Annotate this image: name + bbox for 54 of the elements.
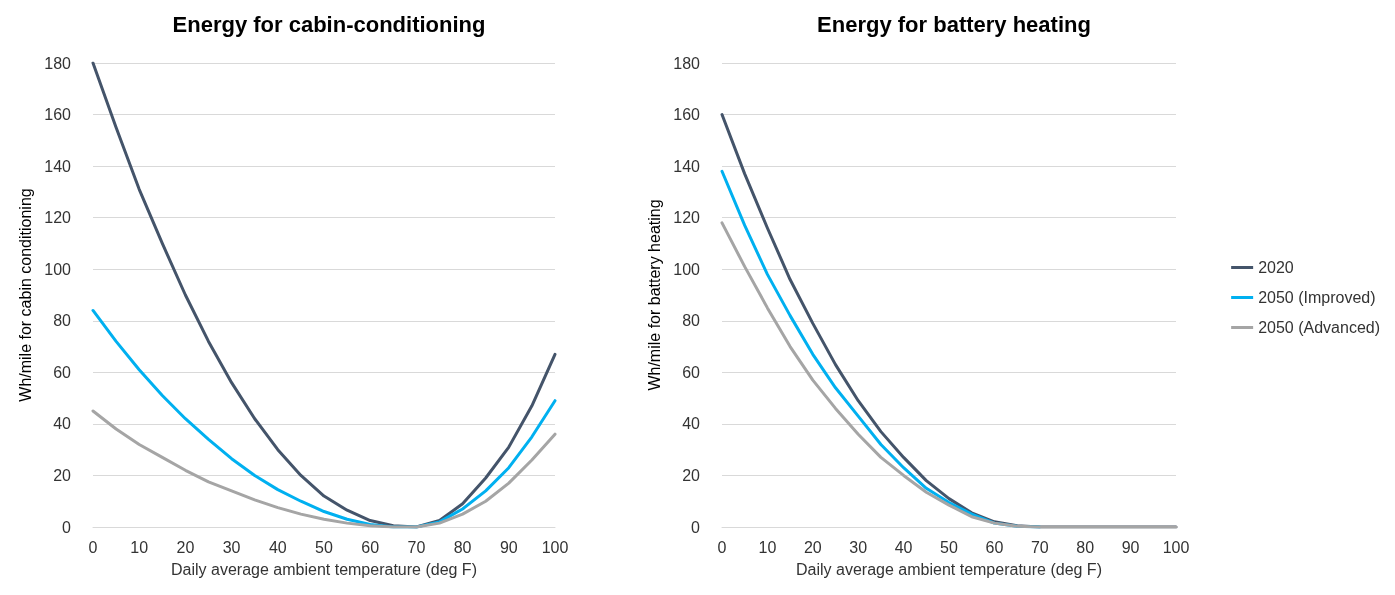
line-series: [720, 221, 1178, 529]
y-tick-label: 0: [62, 518, 72, 536]
y-tick-label: 180: [44, 54, 72, 72]
y-tick-label: 80: [682, 312, 701, 330]
y-axis-title: Wh/mile for cabin conditioning: [16, 188, 34, 402]
x-tick-label: 70: [1030, 538, 1049, 556]
x-axis-title: Daily average ambient temperature (deg F): [171, 560, 477, 578]
chart-title: Energy for cabin-conditioning: [172, 11, 486, 37]
x-tick-label: 30: [222, 538, 241, 556]
y-tick-label: 40: [682, 415, 701, 433]
x-tick-label: 50: [315, 538, 333, 556]
y-axis-title: Wh/mile for battery heating: [645, 199, 663, 391]
x-tick-label: 80: [1076, 538, 1095, 556]
y-tick-label: 20: [682, 466, 701, 484]
y-tick-label: 140: [44, 157, 72, 175]
y-tick-label: 20: [53, 466, 72, 484]
x-tick-label: 0: [88, 538, 98, 556]
x-axis-title: Daily average ambient temperature (deg F): [796, 560, 1102, 578]
y-tick-label: 100: [44, 260, 72, 278]
x-tick-label: 70: [407, 538, 426, 556]
y-tick-label: 120: [673, 209, 701, 227]
y-tick-label: 140: [673, 157, 701, 175]
x-tick-label: 20: [803, 538, 822, 556]
chart-title: Energy for battery heating: [817, 11, 1091, 37]
legend-label: 2050 (Advanced): [1258, 319, 1380, 336]
y-tick-label: 60: [682, 363, 701, 381]
line-series: [91, 61, 557, 529]
x-tick-label: 60: [361, 538, 380, 556]
x-tick-label: 10: [758, 538, 777, 556]
y-tick-label: 60: [53, 363, 72, 381]
y-tick-label: 40: [53, 415, 72, 433]
x-tick-label: 50: [940, 538, 958, 556]
x-tick-label: 30: [849, 538, 868, 556]
line-series: [91, 409, 557, 529]
x-tick-label: 90: [499, 538, 518, 556]
x-tick-label: 60: [985, 538, 1004, 556]
legend-label: 2020: [1258, 259, 1294, 276]
legend-label: 2050 (Improved): [1258, 289, 1376, 306]
y-tick-label: 80: [53, 312, 72, 330]
y-tick-label: 160: [673, 106, 701, 124]
x-tick-label: 40: [268, 538, 287, 556]
x-tick-label: 100: [541, 538, 569, 556]
x-tick-label: 10: [130, 538, 149, 556]
x-tick-label: 80: [453, 538, 472, 556]
x-tick-label: 90: [1121, 538, 1140, 556]
y-tick-label: 160: [44, 106, 72, 124]
y-tick-label: 100: [673, 260, 701, 278]
x-tick-label: 0: [717, 538, 727, 556]
y-tick-label: 180: [673, 54, 701, 72]
y-tick-label: 0: [691, 518, 701, 536]
x-tick-label: 40: [894, 538, 913, 556]
y-tick-label: 120: [44, 209, 72, 227]
x-tick-label: 100: [1162, 538, 1190, 556]
x-tick-label: 20: [176, 538, 195, 556]
